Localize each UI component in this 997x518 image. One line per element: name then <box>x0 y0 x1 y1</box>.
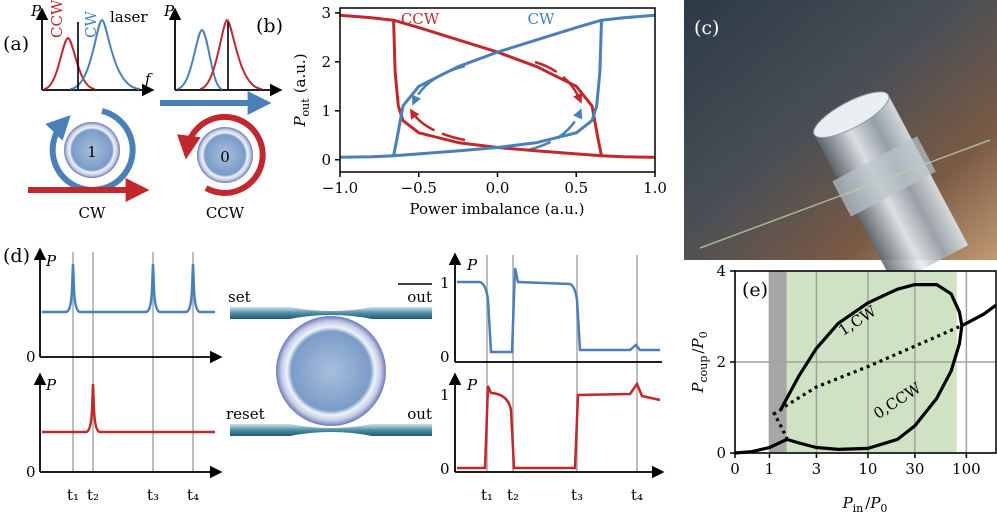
port-label: out <box>407 405 432 423</box>
x-tick-label: 1 <box>765 460 775 478</box>
state-label: 1 <box>87 143 97 161</box>
subscript: 0 <box>880 502 887 515</box>
state-caption: CW <box>79 204 106 222</box>
state-label: 0 <box>220 148 230 166</box>
figure: (a) P f CCW CW laser P 1 CW 0 CCW (b) Po… <box>0 0 997 518</box>
port-label: out <box>407 288 432 306</box>
y-tick-label: 0 <box>321 151 331 169</box>
hysteresis-arrow <box>528 112 580 150</box>
x-axis-label: Power imbalance (a.u.) <box>409 200 584 218</box>
subscript: out <box>299 98 312 117</box>
trace <box>42 264 215 312</box>
x-tick-label: 100 <box>952 460 981 478</box>
time-label: t₄ <box>187 486 199 504</box>
x-tick-label: 10 <box>858 460 877 478</box>
series-line <box>340 15 655 157</box>
resonator <box>276 316 386 426</box>
y-tick-label: 2 <box>321 53 331 71</box>
panel-label: (b) <box>256 15 283 37</box>
panel-c: (c) <box>684 0 997 287</box>
x-tick-label: 3 <box>812 460 822 478</box>
series-label: CCW <box>401 10 440 28</box>
time-label: t₃ <box>147 486 159 504</box>
x-tick-label: −1.0 <box>322 179 358 197</box>
resonance <box>177 30 222 89</box>
port-label: reset <box>226 405 265 423</box>
y-tick-label: 3 <box>321 4 331 22</box>
y-axis-label: Pout(a.u.) <box>291 53 312 127</box>
y-tick-label: 4 <box>716 262 726 280</box>
tick-label: 0 <box>26 463 36 481</box>
x-tick-label: 0.0 <box>486 179 510 197</box>
subscript: coup <box>697 356 710 383</box>
hysteresis-arrow <box>412 112 465 140</box>
y-tick-label: 0 <box>716 444 726 462</box>
x-axis-label: Pin/P0 <box>842 494 888 515</box>
resonance <box>44 38 95 89</box>
peak-label: CW <box>82 11 100 38</box>
time-label: t₂ <box>507 486 519 504</box>
time-label: t₂ <box>87 486 99 504</box>
time-label: t₁ <box>67 486 79 504</box>
x-tick-label: 1.0 <box>643 179 667 197</box>
tick-label: 1 <box>440 274 450 292</box>
x-tick-label: −0.5 <box>401 179 437 197</box>
y-tick-label: 2 <box>716 353 726 371</box>
trace <box>42 384 215 432</box>
peak-label: CCW <box>48 0 66 38</box>
tick-label: 0 <box>26 348 36 366</box>
tick-label: 0 <box>440 348 450 366</box>
axis-label: P <box>45 252 57 270</box>
x-tick-label: 0 <box>730 460 740 478</box>
axis-label: P <box>45 376 57 394</box>
x-tick-label: 30 <box>905 460 924 478</box>
state-caption: CCW <box>206 204 245 222</box>
x-tick-label: 0.5 <box>564 179 588 197</box>
resonance <box>70 20 140 89</box>
tick-label: 0 <box>440 460 450 478</box>
axis-label: P <box>466 376 478 394</box>
laser-label: laser <box>110 8 148 26</box>
axis-label: P <box>466 256 478 274</box>
series-line <box>340 15 655 157</box>
panel-a: (a) P f CCW CW laser P 1 CW 0 CCW <box>3 0 280 222</box>
panel-label: (e) <box>742 279 768 301</box>
axis-label: P <box>30 2 42 20</box>
tick-label: 1 <box>440 386 450 404</box>
y-axis-label: Pcoup/P0 <box>689 331 710 393</box>
panel-label: (d) <box>3 245 30 267</box>
series-label: CW <box>528 10 555 28</box>
axis-label: f <box>144 70 153 88</box>
port-label: set <box>228 288 251 306</box>
panel-d: (d) P 0 P 0 t₁ t₂ t₃ t₄ set out reset ou… <box>3 245 662 504</box>
time-label: t₄ <box>631 486 643 504</box>
time-label: t₁ <box>481 486 493 504</box>
subscript: in <box>853 502 864 515</box>
panel-label: (c) <box>694 17 719 39</box>
y-tick-label: 1 <box>321 102 331 120</box>
unit: (a.u.) <box>291 53 309 93</box>
subscript: 0 <box>697 331 710 338</box>
panel-label: (a) <box>3 33 29 55</box>
time-label: t₃ <box>571 486 583 504</box>
axis-label: P <box>163 2 175 20</box>
